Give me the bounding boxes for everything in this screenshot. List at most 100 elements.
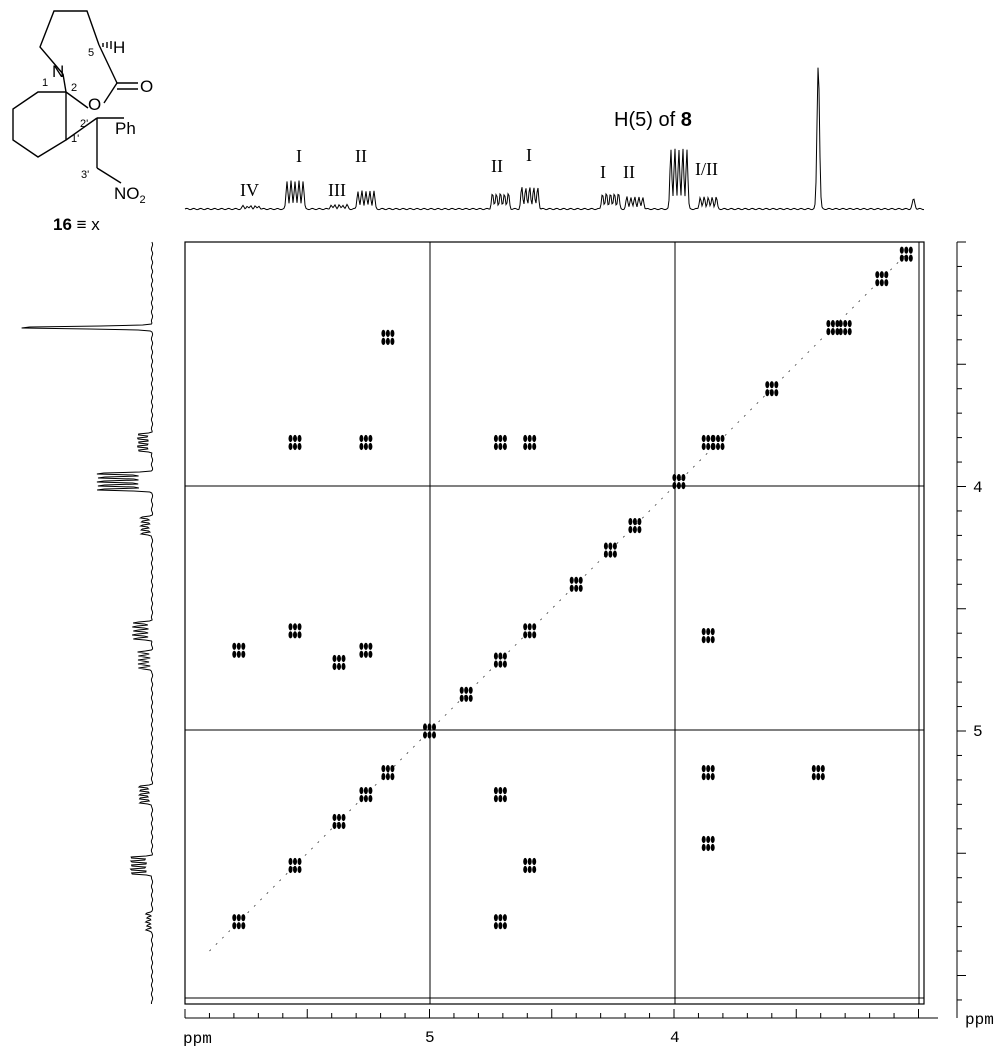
contour-blob [293,857,297,866]
cross-peak [493,787,507,803]
contour-blob [720,442,725,451]
contour-blob [710,636,715,644]
left-projection-spectrum [21,241,154,1005]
contour-blob [706,773,711,781]
ph-label: Ph [115,119,136,138]
c3p-locant: 3' [81,169,89,181]
h-label: H [113,38,125,57]
contour-blob [459,686,464,694]
contour-blob [297,623,302,631]
plot-border [184,241,925,1005]
bond-c1p-c2p [65,117,98,141]
contour-blob [710,628,715,636]
contour-blob [498,434,503,443]
y-tick-label-4: 4 [973,479,983,497]
contour-blob [390,765,395,773]
contour-blob [498,914,503,922]
contour-blob [293,442,297,451]
contour-blob [676,474,681,482]
contour-blob [464,686,469,694]
x-axis [184,1009,938,1019]
cross-peak [523,857,537,874]
contour-blob [341,821,346,830]
contour-blob [232,642,237,650]
contour-blob [532,623,537,631]
contour-blob [706,636,711,644]
contour-blob [820,773,825,781]
contour-blob [816,773,821,781]
contour-blob [574,576,579,584]
contour-blob [493,922,498,930]
contour-blob [502,442,507,451]
contour-blob [493,795,498,803]
contour-blob [236,914,241,922]
no2-label: NO2 [114,184,146,206]
plot-frame [184,241,925,1005]
contour-blob [368,650,373,658]
cross-peak [288,623,302,639]
bond-c3p-no2 [96,167,122,184]
contour-blob [632,518,637,526]
contour-blob [297,865,302,874]
diagonal-peak [523,623,537,639]
contour-blob [628,526,633,534]
contour-blob [523,865,528,874]
contour-blob [835,328,840,336]
contour-blob [368,434,373,443]
contour-blob [523,623,528,631]
contour-blob [432,723,436,731]
contour-blob [341,813,346,822]
contour-blob [706,434,711,443]
contour-blob [774,381,779,389]
contour-blob [241,650,246,658]
contour-blob [672,482,677,490]
contour-blob [816,765,821,773]
cross-peak [701,765,715,781]
contour-blob [432,731,436,739]
contour-blob [363,642,368,650]
diagonal-peak [232,914,246,930]
c5-locant: 5 [88,47,94,59]
n-label: N [52,62,64,81]
contour-blob [288,857,293,866]
contour-blob [359,787,364,795]
y-tick-label-5: 5 [973,723,983,741]
contour-blob [523,631,528,639]
x-tick-label-5: 5 [425,1029,435,1046]
contour-blob [710,835,715,844]
contour-blob [241,642,246,650]
cross-peak [381,329,395,345]
contour-blob [363,650,368,658]
structure-labels: N 1 2 5 H O O Ph 1' 2' 3' NO2 16 ≡ x [42,38,153,234]
peak-label-ii: II [491,156,503,176]
contour-blob [332,813,337,822]
contour-blob [381,765,386,773]
contour-blob [569,576,574,584]
contour-blob [498,660,503,668]
peak-label-iv: IV [240,180,259,200]
contour-blob [390,329,395,337]
contour-blob [288,631,293,639]
contour-blob [532,857,537,866]
contour-blob [337,821,341,830]
contour-blob [297,857,302,866]
contour-blob [701,843,706,852]
diagonal-trace [209,246,914,952]
contour-blob [826,328,831,336]
diagonal-peak [459,686,473,702]
contour-blob [359,650,364,658]
contour-blob [523,857,528,866]
contour-blob [701,773,706,781]
carbonyl-oxygen-label: O [140,77,153,96]
contour-blob [578,576,583,584]
contour-blob [628,518,633,526]
contour-blob [603,550,608,558]
peak-label-h5: H(5) of 8 [614,109,692,131]
diagonal-peak [493,652,507,668]
contour-blob [385,329,390,337]
contour-blob [363,787,368,795]
bond-n1-c2 [62,73,67,93]
contour-blob [608,550,613,558]
contour-blob [502,922,507,930]
contour-blob [498,652,503,660]
